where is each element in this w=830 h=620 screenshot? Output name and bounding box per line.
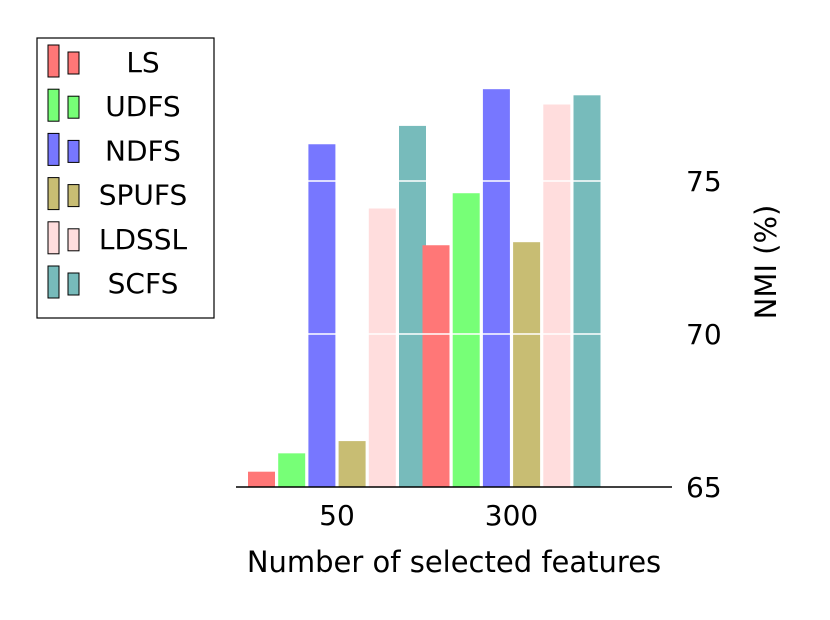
bar-udfs-50	[278, 453, 306, 487]
legend-swatch-ndfs	[47, 132, 60, 166]
legend-label-spufs: SPUFS	[99, 179, 188, 212]
legend-label-ndfs: NDFS	[105, 134, 181, 167]
legend-item-ndfs: NDFS	[47, 132, 181, 167]
bar-ndfs-50	[308, 144, 336, 487]
bar-ls-300	[422, 245, 450, 487]
legend-swatch-ldssl	[47, 221, 60, 255]
bar-udfs-300	[452, 193, 480, 487]
bar-scfs-300	[573, 95, 601, 487]
y-axis-label: NMI (%)	[749, 205, 783, 320]
gridlines-group	[236, 180, 672, 335]
y-tick-label-70: 70	[686, 318, 722, 351]
legend-box	[36, 37, 215, 319]
legend-swatch-small-ls	[67, 51, 80, 75]
legend-swatch-ls	[47, 44, 60, 78]
x-tick-label-300: 300	[485, 499, 538, 532]
bar-ldssl-50	[368, 208, 396, 488]
x-tick-label-50: 50	[319, 499, 355, 532]
bars-group	[248, 89, 601, 488]
y-tick-label-65: 65	[686, 471, 722, 504]
bar-spufs-300	[513, 242, 541, 487]
legend-swatch-scfs	[47, 265, 60, 299]
bar-ndfs-300	[482, 89, 510, 487]
legend-item-ls: LS	[47, 44, 160, 79]
legend-swatch-small-ndfs	[67, 139, 80, 163]
y-tick-label-75: 75	[686, 165, 722, 198]
legend-label-scfs: SCFS	[108, 267, 179, 300]
legend-swatch-small-ldssl	[67, 228, 80, 252]
legend-swatch-udfs	[47, 88, 60, 122]
bar-scfs-50	[399, 125, 426, 487]
x-axis-label: Number of selected features	[247, 545, 661, 579]
legend-swatch-small-udfs	[67, 95, 80, 119]
legend-item-spufs: SPUFS	[47, 177, 188, 212]
legend-label-ldssl: LDSSL	[99, 223, 188, 256]
legend-label-udfs: UDFS	[105, 90, 180, 123]
legend-swatch-spufs	[47, 177, 60, 211]
legend-swatch-small-scfs	[67, 272, 80, 296]
x-tick-labels: 50 300	[319, 499, 538, 532]
bar-spufs-50	[338, 441, 366, 487]
legend-label-ls: LS	[126, 46, 159, 79]
legend: LS UDFS NDFS SPUFS LDSSL SCFS	[36, 37, 215, 319]
y-tick-labels: 65 70 75	[686, 165, 722, 504]
legend-swatch-small-spufs	[67, 184, 80, 208]
legend-item-scfs: SCFS	[47, 265, 179, 300]
legend-item-udfs: UDFS	[47, 88, 181, 123]
legend-item-ldssl: LDSSL	[47, 221, 188, 256]
bar-ls-50	[248, 471, 275, 487]
bar-ldssl-300	[543, 104, 571, 487]
